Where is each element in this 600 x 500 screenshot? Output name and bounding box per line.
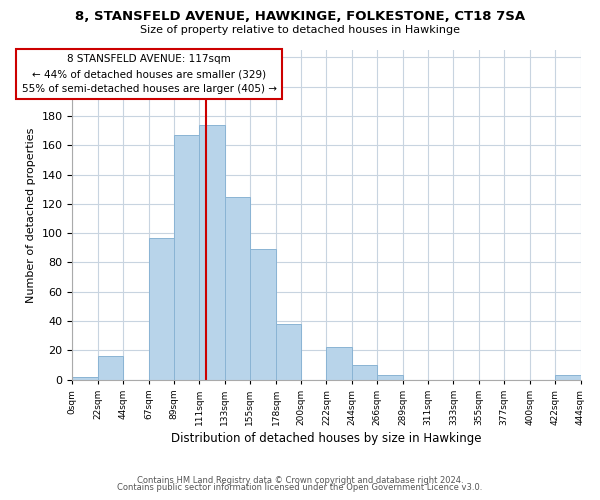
Bar	[326, 348, 352, 380]
Bar	[352, 365, 377, 380]
Text: Size of property relative to detached houses in Hawkinge: Size of property relative to detached ho…	[140, 25, 460, 35]
X-axis label: Distribution of detached houses by size in Hawkinge: Distribution of detached houses by size …	[171, 432, 482, 445]
Bar	[377, 376, 403, 380]
Bar	[199, 124, 224, 380]
Bar	[224, 196, 250, 380]
Text: Contains HM Land Registry data © Crown copyright and database right 2024.: Contains HM Land Registry data © Crown c…	[137, 476, 463, 485]
Bar	[73, 376, 98, 380]
Bar	[276, 324, 301, 380]
Text: Contains public sector information licensed under the Open Government Licence v3: Contains public sector information licen…	[118, 484, 482, 492]
Text: 8, STANSFELD AVENUE, HAWKINGE, FOLKESTONE, CT18 7SA: 8, STANSFELD AVENUE, HAWKINGE, FOLKESTON…	[75, 10, 525, 23]
Bar	[556, 376, 581, 380]
Y-axis label: Number of detached properties: Number of detached properties	[26, 127, 36, 302]
Bar	[98, 356, 122, 380]
Bar	[250, 250, 276, 380]
Bar	[149, 238, 174, 380]
Bar	[174, 135, 199, 380]
Text: 8 STANSFELD AVENUE: 117sqm
← 44% of detached houses are smaller (329)
55% of sem: 8 STANSFELD AVENUE: 117sqm ← 44% of deta…	[22, 54, 277, 94]
